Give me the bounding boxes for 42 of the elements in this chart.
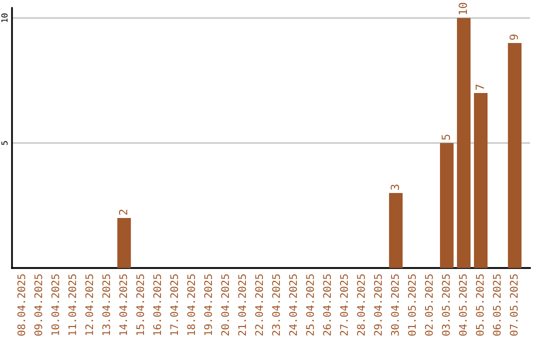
x-tick-label: 14.04.2025	[119, 274, 128, 336]
bar	[508, 43, 522, 268]
x-tick-label: 03.05.2025	[442, 274, 450, 336]
x-tick-label: 20.04.2025	[221, 274, 230, 336]
bar	[117, 218, 131, 268]
bar	[440, 143, 454, 268]
x-tick-label: 15.04.2025	[136, 274, 144, 336]
data-label: 3	[390, 184, 400, 190]
x-tick-label: 11.04.2025	[68, 274, 76, 336]
data-label: 9	[510, 34, 518, 40]
x-tick-label: 18.04.2025	[187, 274, 196, 336]
x-tick-label: 30.04.2025	[391, 274, 399, 336]
bar	[389, 193, 403, 268]
data-label: 2	[118, 210, 128, 215]
x-tick-label: 26.04.2025	[323, 274, 331, 336]
x-tick-label: 12.04.2025	[85, 274, 94, 336]
x-tick-label: 04.05.2025	[458, 274, 467, 336]
x-tick-label: 22.04.2025	[255, 274, 264, 336]
x-tick-label: 16.04.2025	[153, 274, 162, 336]
x-tick-label: 05.05.2025	[476, 274, 484, 336]
bar	[474, 93, 488, 268]
x-tick-label: 06.05.2025	[492, 274, 501, 336]
x-tick-label: 23.04.2025	[272, 274, 280, 336]
x-tick-label: 09.04.2025	[34, 274, 42, 336]
x-tick-label: 29.04.2025	[374, 274, 382, 336]
data-label: 10	[458, 2, 468, 14]
data-label: 5	[442, 134, 450, 140]
x-tick-label: 28.04.2025	[357, 274, 365, 336]
x-tick-label: 24.04.2025	[289, 274, 297, 336]
x-tick-label: 17.04.2025	[170, 274, 178, 336]
bar	[456, 18, 471, 268]
x-tick-label: 08.04.2025	[17, 274, 26, 336]
x-tick-label: 10.04.2025	[51, 274, 60, 336]
x-tick-label: 02.05.2025	[424, 274, 433, 336]
data-label: 7	[476, 84, 484, 90]
x-tick-label: 21.04.2025	[238, 274, 246, 336]
x-tick-label: 01.05.2025	[408, 274, 416, 336]
x-tick-label: 27.04.2025	[340, 274, 348, 336]
x-tick-label: 25.04.2025	[306, 274, 314, 336]
x-tick-label: 19.04.2025	[204, 274, 212, 336]
x-tick-label: 13.04.2025	[102, 274, 110, 336]
x-tick-label: 07.05.2025	[510, 274, 518, 336]
